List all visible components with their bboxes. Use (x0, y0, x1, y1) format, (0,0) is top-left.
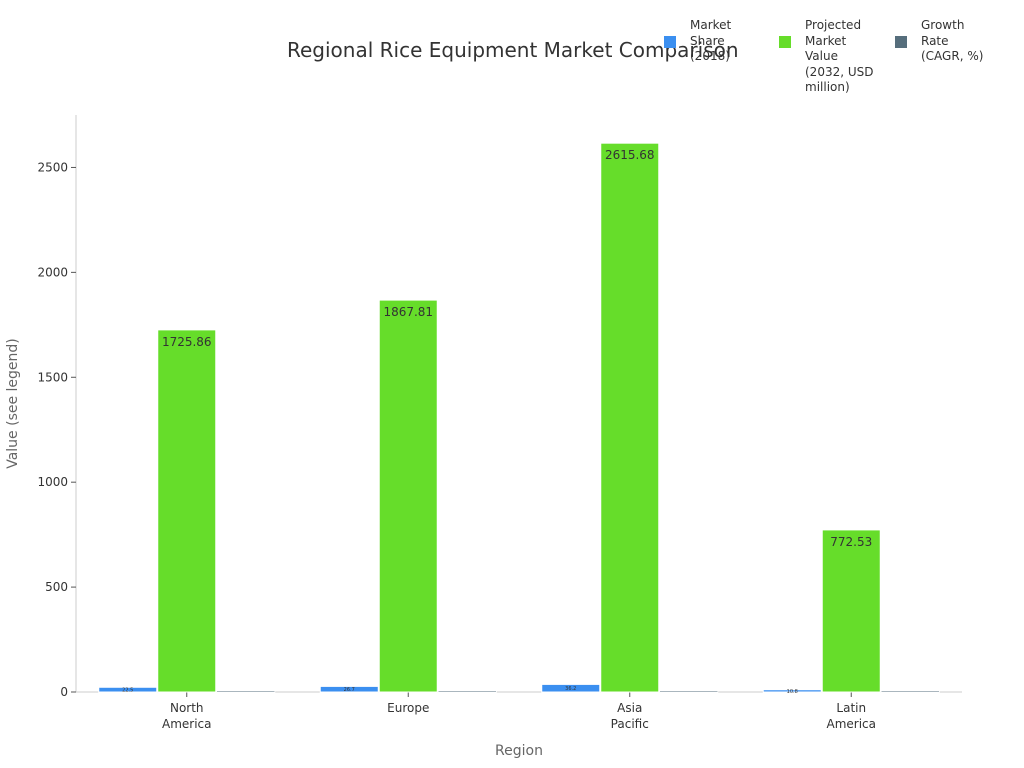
y-tick-label: 500 (45, 580, 68, 594)
legend-swatch (895, 36, 907, 48)
x-tick-label-line: Latin (836, 701, 866, 715)
bar (541, 683, 601, 693)
bar (437, 690, 497, 693)
bar (659, 690, 719, 693)
legend-item-growth-rate[interactable]: Growth Rate (CAGR, %) (895, 18, 1005, 96)
x-tick-label: Asia Pacific (611, 701, 649, 731)
bar (157, 329, 217, 693)
y-tick-label: 2500 (37, 160, 68, 174)
x-tick-label-line: North (170, 701, 204, 715)
x-tick-label: Latin America (827, 701, 877, 731)
x-tick-label-line: America (162, 717, 212, 731)
x-tick-label-line: Asia (617, 701, 642, 715)
data-label: 10.8 (787, 689, 798, 695)
bars (98, 142, 940, 693)
data-label: 1867.81 (383, 305, 433, 319)
x-tick-label-line: America (827, 717, 877, 731)
legend-label: Projected Market Value (2032, USD millio… (805, 18, 874, 94)
legend-swatch (664, 36, 676, 48)
bar (378, 299, 438, 693)
legend-label: Market Share (2018) (690, 18, 732, 63)
x-tick-label: North America (162, 701, 212, 731)
bar (319, 685, 379, 693)
data-label: 772.53 (830, 535, 872, 549)
data-label: 22.5 (122, 688, 133, 694)
bar (821, 529, 881, 693)
bar (98, 686, 158, 693)
y-axis-title: Value (see legend) (5, 338, 21, 469)
bar (762, 689, 822, 693)
legend: Market Share (2018) Projected Market Val… (664, 18, 1005, 96)
y-tick-label: 1500 (37, 370, 68, 384)
legend-swatch (779, 36, 791, 48)
y-tick-label: 0 (60, 685, 68, 699)
legend-item-market-share[interactable]: Market Share (2018) (664, 18, 779, 96)
data-label: 36.2 (565, 686, 576, 692)
bar (880, 690, 940, 693)
bar-labels: 22.5 1725.86 26.7 1867.81 36.2 2615.68 10.8 772… (122, 148, 872, 695)
x-tick-label-line: Pacific (611, 717, 649, 731)
data-label: 1725.86 (162, 335, 212, 349)
x-axis-title: Region (495, 743, 543, 759)
data-label: 26.7 (344, 687, 355, 693)
bar (600, 142, 660, 693)
legend-item-projected-value[interactable]: Projected Market Value (2032, USD millio… (779, 18, 895, 96)
y-tick-label: 1000 (37, 475, 68, 489)
chart-title: Regional Rice Equipment Market Compariso… (287, 38, 739, 62)
y-tick-label: 2000 (37, 265, 68, 279)
x-tick-label: Europe (387, 701, 429, 715)
data-label: 2615.68 (605, 148, 655, 162)
bar (216, 690, 276, 693)
x-tick-label-line: Europe (387, 701, 429, 715)
axes: 0 500 1000 1500 2000 2500 Value (see legend) Re… (5, 115, 962, 759)
legend-label: Growth Rate (CAGR, %) (921, 18, 984, 63)
